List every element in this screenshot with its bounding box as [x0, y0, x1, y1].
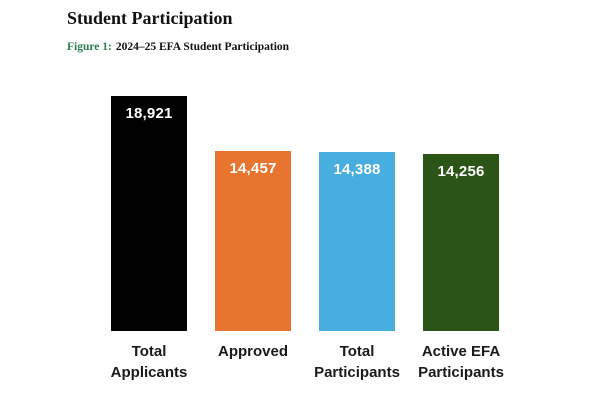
category-label: Approved	[217, 343, 288, 360]
bar-column: 14,457 Approved	[201, 96, 305, 383]
category-label: Active EFA Participants	[418, 343, 504, 381]
bar-zone: 14,256	[409, 96, 513, 331]
bar-column: 14,388 Total Participants	[305, 96, 409, 383]
figure-title: 2024–25 EFA Student Participation	[115, 41, 290, 53]
bar-column: 18,921 Total Applicants	[97, 96, 201, 383]
bar: 14,388	[319, 152, 395, 331]
category-label: Total Participants	[314, 343, 400, 381]
bar: 18,921	[111, 96, 187, 331]
bar-column: 14,256 Active EFA Participants	[409, 96, 513, 383]
page-title: Student Participation	[67, 8, 233, 28]
bar-zone: 14,388	[305, 96, 409, 331]
bar-value-label: 18,921	[125, 105, 173, 122]
figure-caption: Figure 1: 2024–25 EFA Student Participati…	[67, 41, 289, 53]
bar: 14,457	[215, 151, 291, 331]
bar-value-label: 14,457	[229, 160, 277, 177]
bar: 14,256	[423, 154, 499, 331]
bar-value-label: 14,388	[333, 161, 381, 178]
bar-chart: 18,921 Total Applicants 14,457 Approved 14,3…	[97, 96, 513, 383]
bar-value-label: 14,256	[437, 163, 485, 180]
bar-zone: 14,457	[201, 96, 305, 331]
figure-label: Figure 1:	[67, 41, 112, 53]
category-label: Total Applicants	[110, 343, 188, 381]
bar-zone: 18,921	[97, 96, 201, 331]
